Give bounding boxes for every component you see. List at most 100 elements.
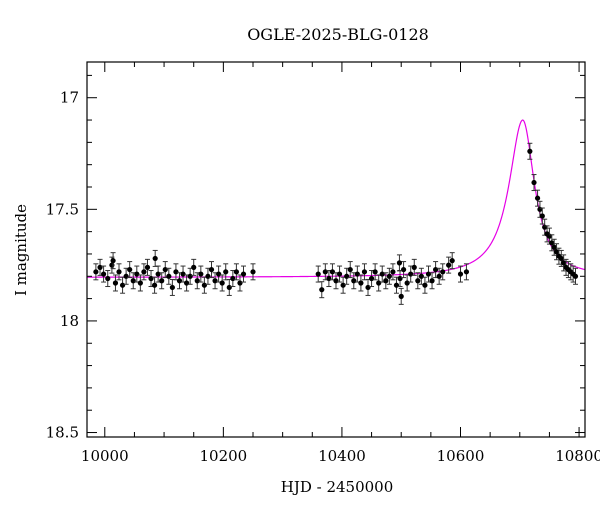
point-marker bbox=[216, 271, 222, 277]
point-marker bbox=[404, 280, 410, 286]
point-marker bbox=[376, 280, 382, 286]
data-point bbox=[105, 270, 111, 288]
y-tick-label: 18 bbox=[60, 312, 79, 330]
data-point bbox=[400, 261, 407, 279]
point-marker bbox=[233, 269, 239, 275]
point-marker bbox=[326, 275, 332, 282]
data-point bbox=[539, 207, 545, 225]
chart-title: OGLE-2025-BLG-0128 bbox=[247, 25, 429, 44]
data-point bbox=[398, 287, 404, 305]
point-marker bbox=[463, 269, 470, 275]
y-tick-label: 18.5 bbox=[46, 424, 79, 442]
point-marker bbox=[329, 269, 336, 275]
data-point bbox=[365, 278, 371, 296]
y-tick-label: 17.5 bbox=[46, 200, 79, 218]
point-marker bbox=[119, 282, 126, 288]
point-marker bbox=[141, 269, 147, 275]
x-tick-label: 10600 bbox=[437, 447, 485, 465]
point-marker bbox=[372, 269, 378, 275]
data-point bbox=[549, 234, 555, 252]
data-point bbox=[527, 142, 533, 160]
point-marker bbox=[152, 255, 158, 262]
point-marker bbox=[336, 271, 343, 277]
data-point bbox=[240, 265, 247, 283]
point-marker bbox=[109, 262, 115, 268]
data-point bbox=[226, 278, 232, 296]
data-point bbox=[446, 256, 452, 274]
point-marker bbox=[127, 266, 133, 273]
point-marker bbox=[358, 280, 364, 286]
data-point bbox=[152, 249, 158, 267]
point-marker bbox=[415, 278, 421, 284]
point-marker bbox=[397, 275, 403, 282]
data-point bbox=[440, 263, 446, 281]
data-point bbox=[361, 263, 368, 281]
point-marker bbox=[116, 269, 122, 275]
point-marker bbox=[230, 275, 236, 282]
point-marker bbox=[549, 240, 555, 246]
ticks-layer: 10000 10200 10400 10600 10800 17 17.5 18 18.5 bbox=[46, 62, 600, 465]
data-point bbox=[208, 261, 215, 279]
point-marker bbox=[322, 269, 328, 275]
data-point bbox=[411, 258, 417, 276]
point-marker bbox=[159, 278, 165, 284]
point-marker bbox=[537, 206, 543, 212]
point-marker bbox=[194, 278, 200, 284]
data-point bbox=[162, 261, 168, 279]
model-curve bbox=[87, 119, 586, 278]
data-point bbox=[141, 263, 147, 281]
point-marker bbox=[205, 273, 211, 279]
point-marker bbox=[561, 260, 567, 266]
data-point bbox=[250, 263, 256, 281]
data-point bbox=[173, 263, 179, 281]
data-point bbox=[166, 267, 172, 285]
point-marker bbox=[226, 284, 232, 291]
point-marker bbox=[184, 280, 190, 286]
point-marker bbox=[212, 278, 218, 284]
data-point bbox=[457, 265, 464, 283]
point-marker bbox=[572, 273, 579, 279]
data-point bbox=[144, 258, 151, 276]
data-point bbox=[110, 252, 116, 270]
point-marker bbox=[198, 271, 204, 277]
point-marker bbox=[112, 280, 119, 286]
point-marker bbox=[240, 271, 247, 277]
point-marker bbox=[155, 271, 161, 277]
plot-frame bbox=[86, 61, 586, 438]
x-tick-label: 10000 bbox=[81, 447, 129, 465]
point-marker bbox=[408, 271, 414, 277]
point-marker bbox=[123, 273, 129, 279]
point-marker bbox=[386, 273, 392, 279]
data-point bbox=[169, 278, 175, 296]
point-marker bbox=[162, 266, 168, 273]
point-marker bbox=[398, 293, 404, 299]
data-point bbox=[194, 272, 200, 290]
x-axis-label: HJD - 2450000 bbox=[281, 478, 394, 496]
point-marker bbox=[187, 273, 193, 279]
point-marker bbox=[101, 271, 107, 277]
point-marker bbox=[237, 280, 243, 286]
data-point bbox=[572, 267, 579, 285]
point-marker bbox=[191, 264, 197, 270]
point-marker bbox=[393, 282, 400, 288]
point-marker bbox=[148, 275, 154, 282]
point-marker bbox=[169, 284, 175, 291]
data-points-layer bbox=[93, 142, 579, 305]
y-tick-label: 17 bbox=[60, 89, 79, 107]
x-tick-label: 10800 bbox=[555, 447, 600, 465]
point-marker bbox=[351, 278, 357, 284]
model-curve-layer bbox=[87, 119, 586, 278]
point-marker bbox=[176, 278, 183, 284]
point-marker bbox=[173, 269, 179, 275]
data-point bbox=[386, 267, 392, 285]
point-marker bbox=[542, 224, 548, 230]
data-point bbox=[376, 274, 382, 292]
point-marker bbox=[208, 266, 215, 273]
data-point bbox=[383, 272, 389, 290]
point-marker bbox=[553, 249, 560, 255]
point-marker bbox=[365, 284, 371, 291]
point-marker bbox=[400, 266, 407, 273]
point-marker bbox=[457, 271, 464, 277]
data-point bbox=[372, 263, 378, 281]
point-marker bbox=[105, 275, 111, 282]
